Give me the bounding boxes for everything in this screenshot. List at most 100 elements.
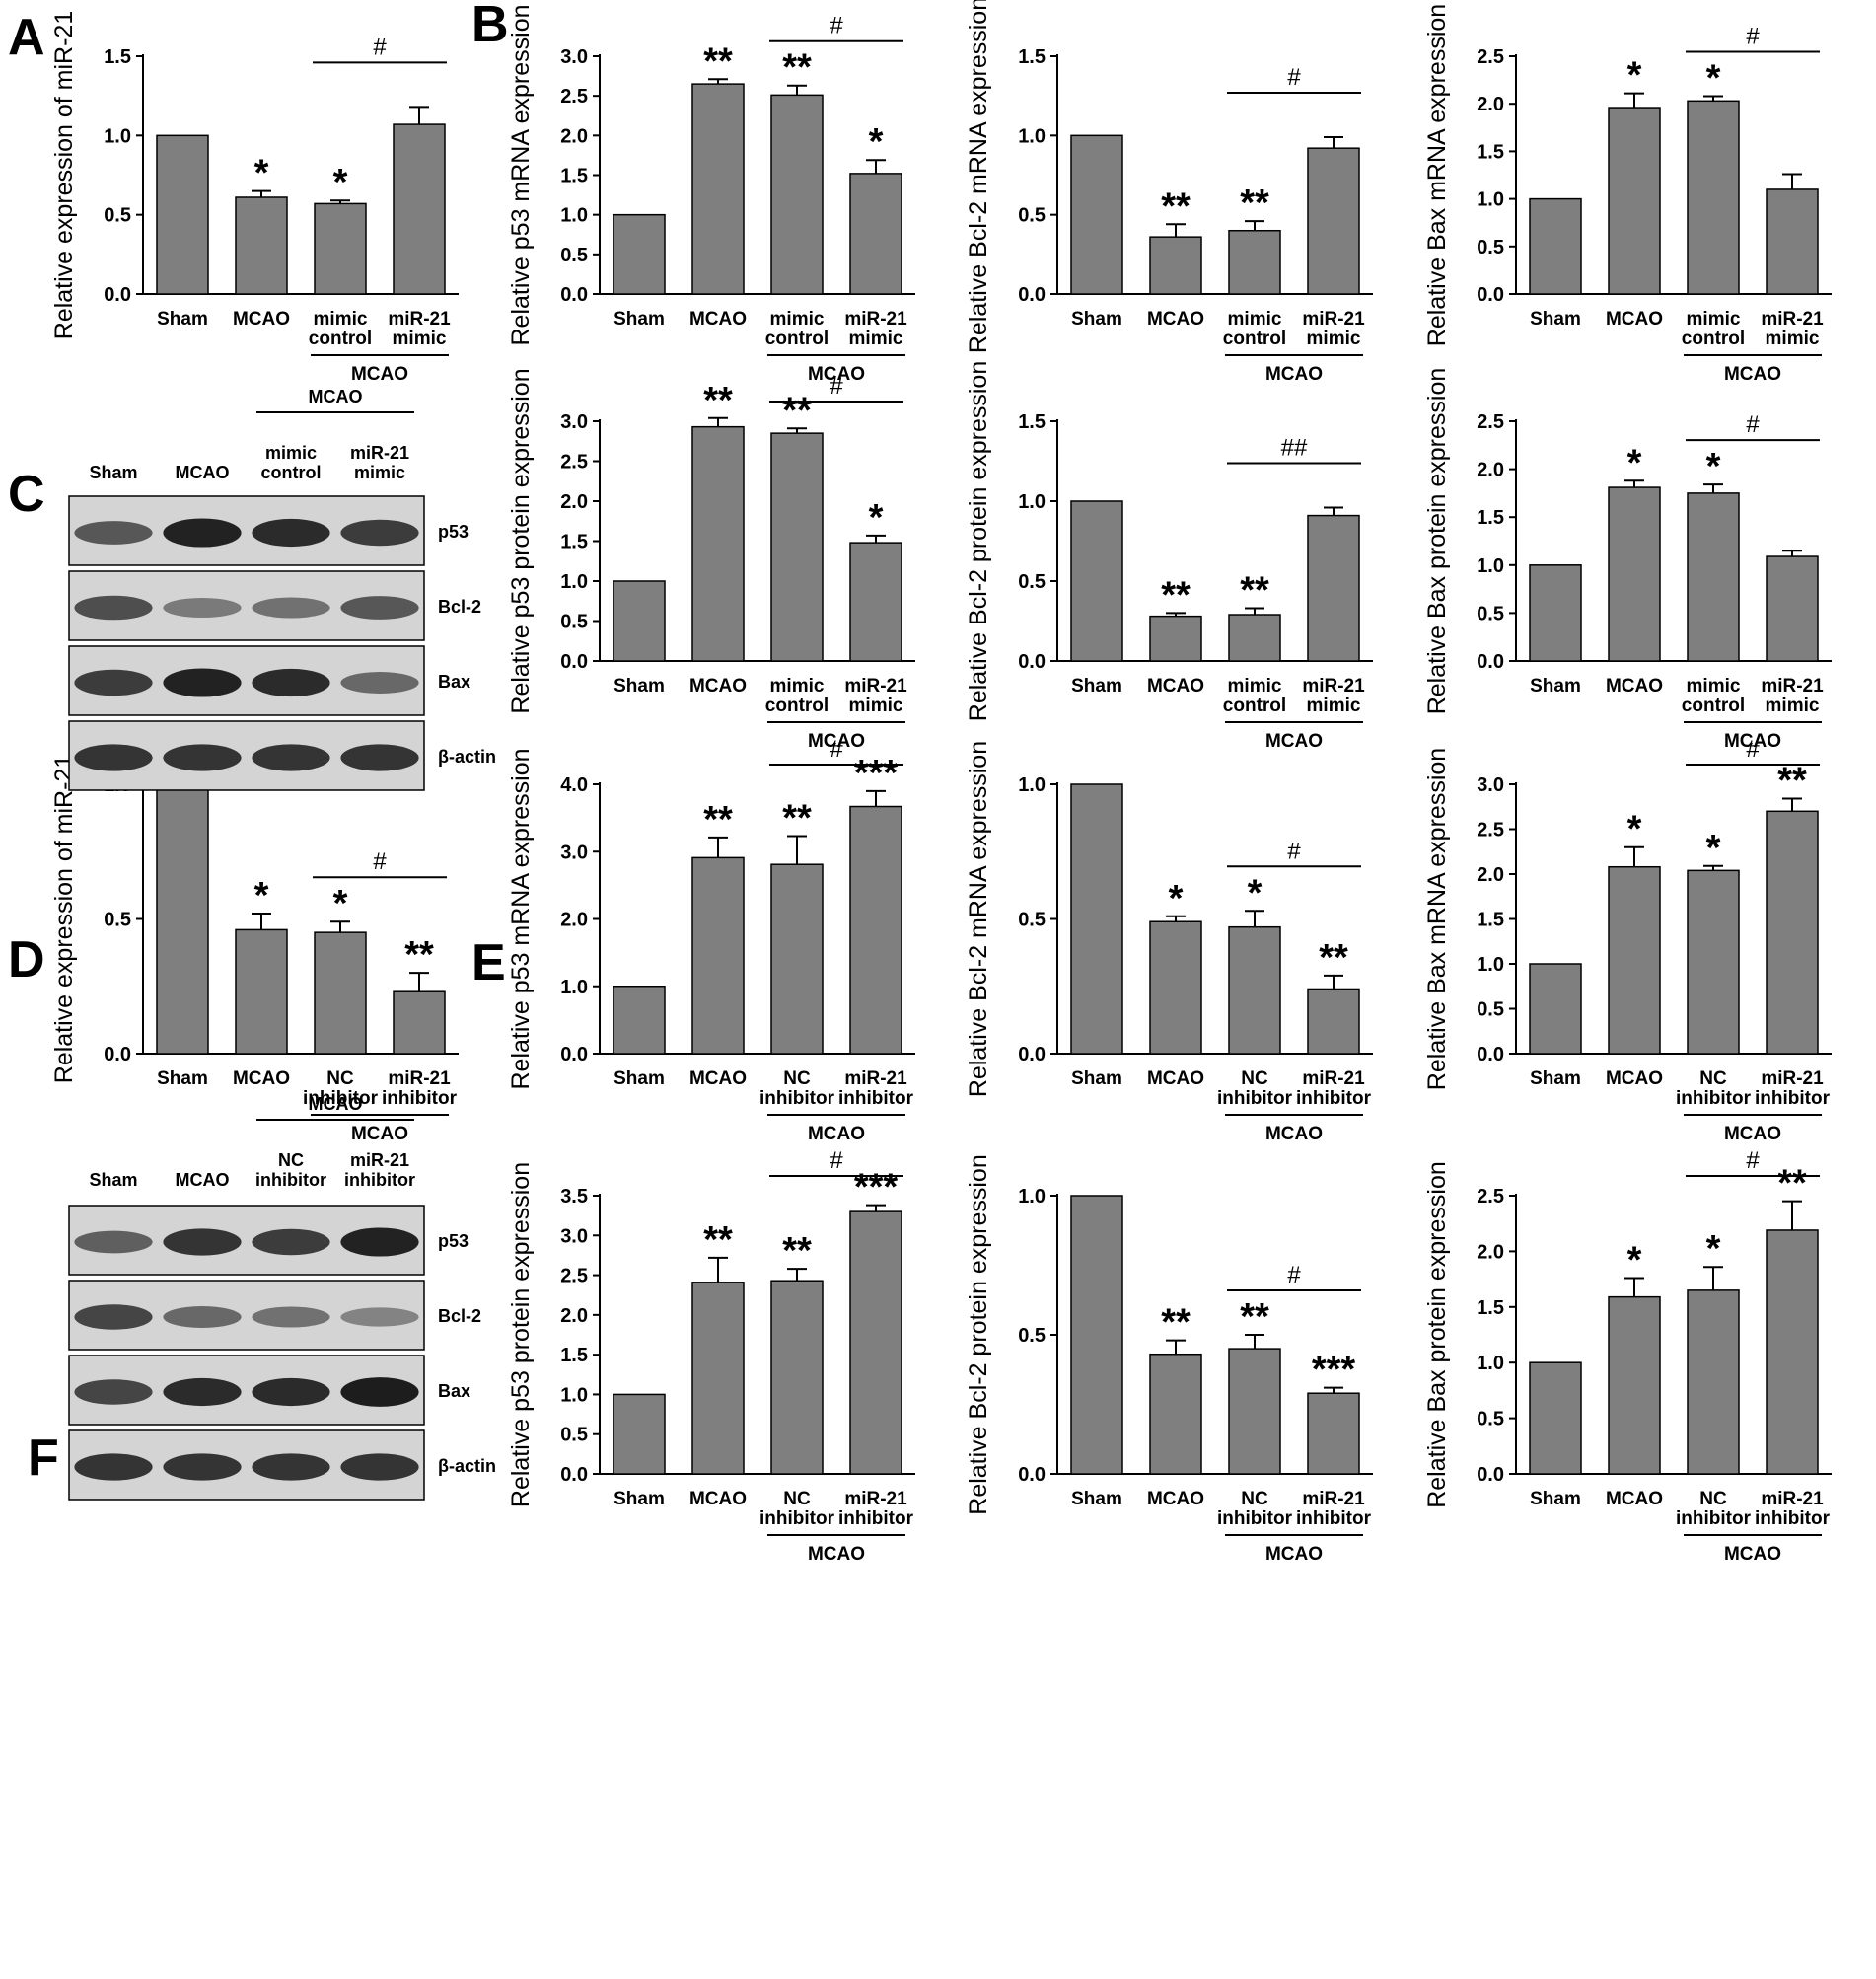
bar <box>613 213 666 295</box>
significance-label: ** <box>1161 185 1191 227</box>
y-tick-label: 1.5 <box>1477 1297 1504 1319</box>
bar <box>1687 869 1740 1055</box>
category-label: MCAO <box>689 676 747 696</box>
category-label: Sham <box>1071 1068 1122 1089</box>
y-tick-label: 2.0 <box>1477 460 1504 481</box>
category-label: mimic <box>1228 309 1282 330</box>
category-label: mimic <box>849 329 903 349</box>
blot-column-label: NC <box>278 1150 304 1170</box>
y-tick-label: 1.0 <box>560 977 588 998</box>
bar <box>1307 988 1360 1055</box>
category-label: miR-21 <box>844 1068 907 1089</box>
category-label: control <box>1223 696 1286 716</box>
category-label: control <box>1682 696 1745 716</box>
y-tick-label: 0.5 <box>1477 603 1504 624</box>
blot-band <box>163 744 242 771</box>
bar <box>1149 1353 1202 1475</box>
category-label: miR-21 <box>1761 676 1824 696</box>
significance-label: * <box>1706 57 1721 99</box>
y-tick-label: 1.0 <box>1477 555 1504 577</box>
significance-label: ** <box>782 798 812 840</box>
group-label: MCAO <box>1724 1544 1781 1565</box>
y-tick-label: 1.5 <box>560 532 588 553</box>
blot-band <box>74 595 153 621</box>
category-label: inhibitor <box>759 1508 835 1529</box>
bar-chart: 0.0 0.5 1.0 1.5 2.0 2.5 Relative Bax protein e… <box>1423 1147 1832 1565</box>
category-label: MCAO <box>1147 1068 1204 1089</box>
bar-chart: 0.0 0.5 1.0 Relative Bcl-2 mRNA expression S… <box>965 741 1373 1144</box>
significance-label: * <box>1248 872 1263 914</box>
significance-label: ** <box>1240 570 1269 612</box>
category-label: miR-21 <box>844 309 907 330</box>
blot-band <box>252 1306 330 1328</box>
blot-band <box>340 1227 419 1257</box>
category-label: MCAO <box>1147 676 1204 696</box>
category-label: mimic <box>393 329 447 349</box>
y-tick-label: 2.5 <box>560 1266 588 1287</box>
blot-column-label: mimic <box>354 463 405 482</box>
y-tick-label: 0.5 <box>1018 910 1046 931</box>
blot-band <box>163 597 242 619</box>
bar <box>1529 963 1582 1055</box>
significance-label: ** <box>782 47 812 89</box>
y-tick-label: 2.0 <box>1477 1241 1504 1263</box>
category-label: NC <box>1241 1068 1268 1089</box>
y-axis-label: Relative Bax protein expression <box>1423 1161 1451 1508</box>
category-label: miR-21 <box>1302 676 1365 696</box>
bar-chart: 0.0 0.5 1.0 1.5 2.0 2.5 3.0 Relative p53 mRNA e… <box>507 5 915 385</box>
significance-label: * <box>254 875 269 916</box>
category-label: Sham <box>613 309 665 330</box>
blot-band <box>163 1377 242 1407</box>
significance-label: * <box>333 883 348 924</box>
bar <box>235 928 288 1055</box>
y-tick-label: 0.0 <box>560 1044 588 1065</box>
bar <box>849 1210 902 1475</box>
bar <box>1149 615 1202 662</box>
significance-label: ** <box>703 799 733 841</box>
y-tick-label: 0.0 <box>560 651 588 673</box>
y-tick-label: 3.5 <box>560 1186 588 1208</box>
group-label: MCAO <box>351 1124 408 1144</box>
y-tick-label: 0.0 <box>1018 1464 1046 1486</box>
significance-label: * <box>869 497 884 539</box>
blot-lane-label: Bcl-2 <box>438 1306 481 1326</box>
y-tick-label: 2.5 <box>1477 1186 1504 1208</box>
bar-chart: 0.0 0.5 1.0 1.5 Relative Bcl-2 protein expre… <box>965 361 1373 752</box>
bar <box>393 123 446 295</box>
y-tick-label: 0.0 <box>1477 1044 1504 1065</box>
y-axis-label: Relative Bcl-2 protein expression <box>965 1154 992 1514</box>
blot-lane-label: Bcl-2 <box>438 597 481 617</box>
category-label: control <box>765 329 829 349</box>
bar <box>1228 229 1281 295</box>
group-label: MCAO <box>1265 1124 1323 1144</box>
panel-letter: F <box>28 1429 59 1487</box>
bar <box>613 580 666 662</box>
significance-label: * <box>1627 809 1642 850</box>
category-label: mimic <box>770 309 825 330</box>
blot-band <box>340 672 419 694</box>
blot-band <box>74 1304 153 1330</box>
bar <box>1608 107 1661 295</box>
bar-chart: 0.0 0.5 1.0 1.5 Relative Bcl-2 mRNA expressi… <box>965 0 1373 385</box>
group-label: MCAO <box>1265 364 1323 385</box>
bar <box>1228 614 1281 662</box>
bar <box>1070 500 1123 662</box>
category-label: inhibitor <box>1296 1088 1372 1109</box>
blot-lane-label: β-actin <box>438 1456 496 1476</box>
y-tick-label: 2.5 <box>560 452 588 474</box>
blot-band <box>163 1228 242 1256</box>
y-axis-label: Relative Bax mRNA expression <box>1423 748 1451 1090</box>
blot-band <box>252 1228 330 1256</box>
y-tick-label: 0.5 <box>1477 999 1504 1021</box>
y-tick-label: 0.5 <box>1477 237 1504 258</box>
category-label: NC <box>1699 1489 1727 1509</box>
category-label: Sham <box>1071 1489 1122 1509</box>
significance-label: * <box>1627 442 1642 483</box>
y-tick-label: 1.0 <box>1477 189 1504 211</box>
category-label: mimic <box>1307 696 1361 716</box>
blot-lane-label: p53 <box>438 1231 469 1251</box>
y-tick-label: 1.0 <box>560 205 588 227</box>
blot-column-label: inhibitor <box>255 1170 326 1190</box>
group-label: MCAO <box>808 1544 865 1565</box>
